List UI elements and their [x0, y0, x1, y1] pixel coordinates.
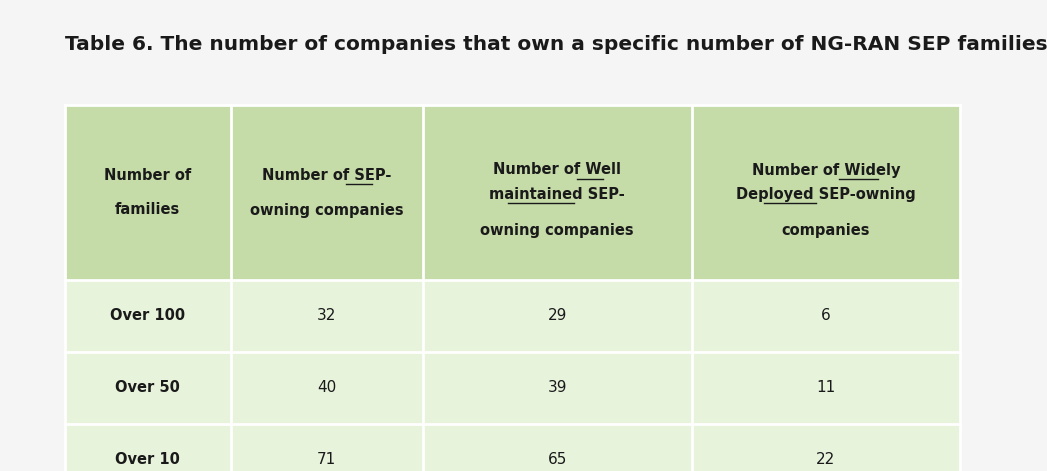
Text: Number of: Number of: [104, 168, 192, 182]
Text: 39: 39: [548, 381, 567, 396]
Text: families: families: [115, 203, 180, 218]
Text: 40: 40: [317, 381, 336, 396]
Text: Number of Widely: Number of Widely: [752, 162, 900, 178]
Bar: [65, 352, 960, 424]
Text: 6: 6: [821, 309, 830, 324]
Text: 65: 65: [548, 453, 566, 468]
Text: Number of SEP-: Number of SEP-: [262, 168, 392, 182]
Text: 29: 29: [548, 309, 566, 324]
Bar: [65, 105, 960, 280]
Text: 71: 71: [317, 453, 336, 468]
Text: owning companies: owning companies: [250, 203, 403, 218]
Text: Over 50: Over 50: [115, 381, 180, 396]
Text: Over 100: Over 100: [110, 309, 185, 324]
Text: Table 6. The number of companies that own a specific number of NG-RAN SEP famili: Table 6. The number of companies that ow…: [65, 35, 1047, 55]
Bar: [65, 280, 960, 352]
Bar: [65, 424, 960, 471]
Text: companies: companies: [781, 222, 870, 237]
Text: Number of Well: Number of Well: [493, 162, 621, 178]
Text: 11: 11: [816, 381, 836, 396]
Text: 32: 32: [317, 309, 336, 324]
Text: Over 10: Over 10: [115, 453, 180, 468]
Text: Deployed SEP-owning: Deployed SEP-owning: [736, 187, 916, 202]
Text: owning companies: owning companies: [481, 222, 634, 237]
Text: maintained SEP-: maintained SEP-: [489, 187, 625, 202]
Text: 22: 22: [816, 453, 836, 468]
